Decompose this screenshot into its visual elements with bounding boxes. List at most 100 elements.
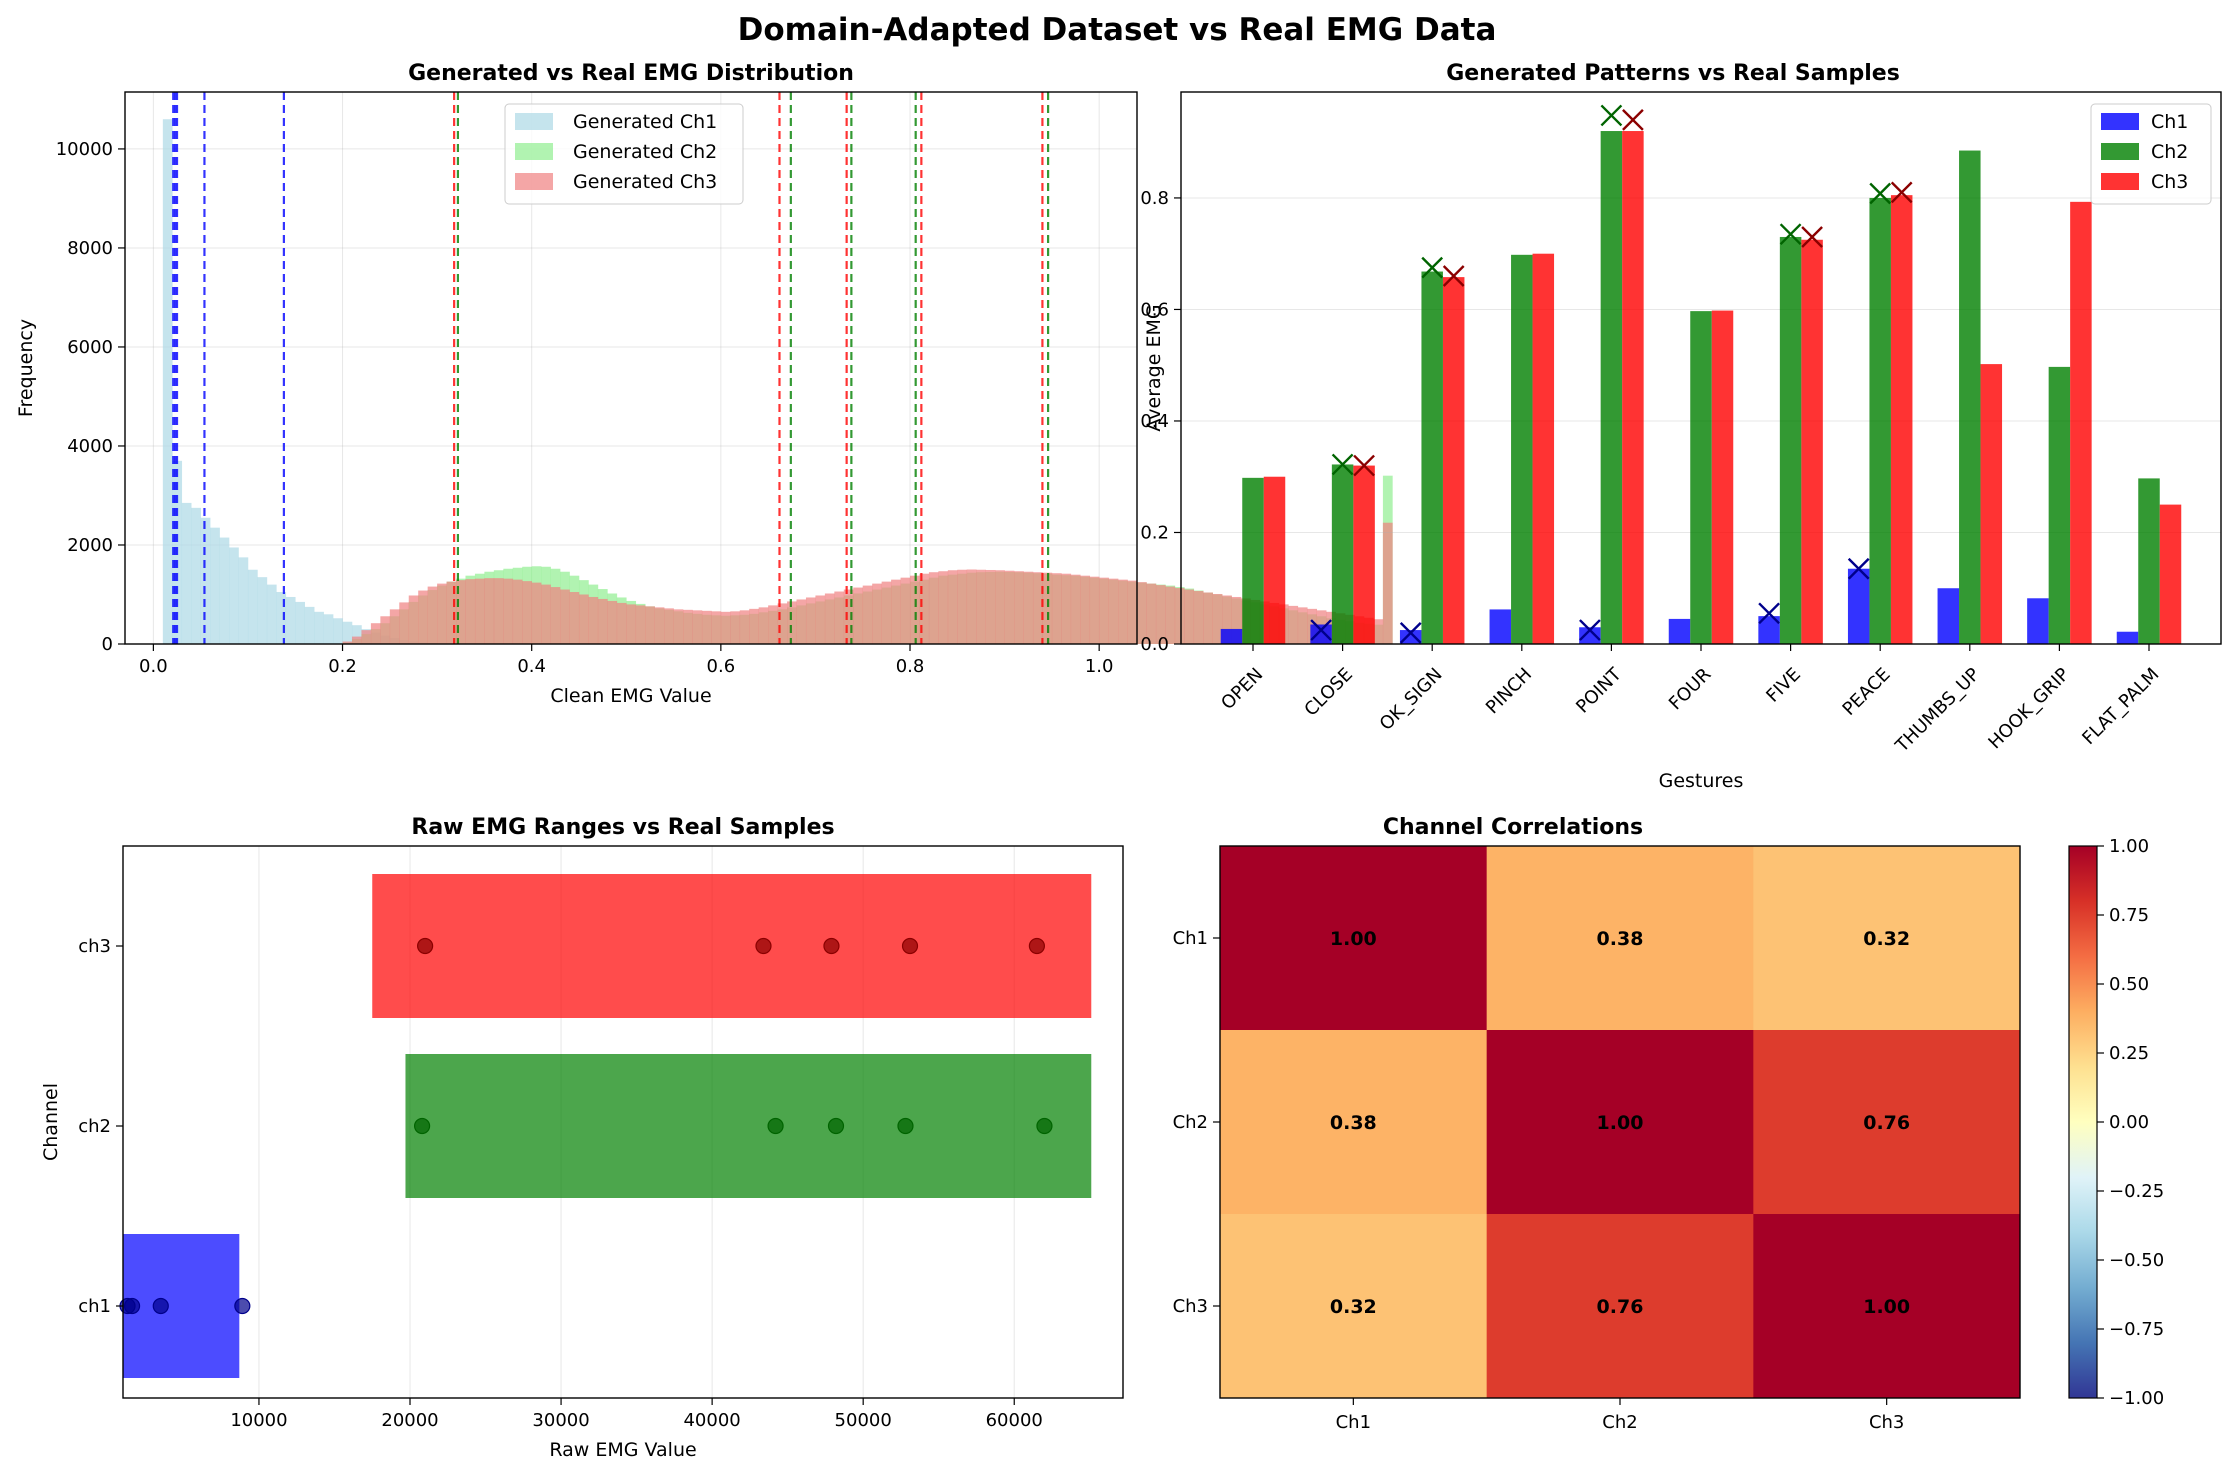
hist-bar-ch1 bbox=[342, 621, 353, 644]
hist-bar-ch3 bbox=[881, 581, 892, 644]
hist-bar-ch3 bbox=[1099, 577, 1109, 644]
real-sample-marker bbox=[1399, 622, 1422, 644]
gesture-bar-ch1 bbox=[1220, 628, 1243, 644]
hist-bar-ch3 bbox=[503, 578, 514, 644]
hist-bar-ch1 bbox=[238, 557, 249, 644]
gesture-bar-ch3 bbox=[1890, 195, 1913, 644]
real-sample-dot-ch3 bbox=[417, 937, 434, 955]
hist-bar-ch3 bbox=[484, 578, 495, 644]
hist-bar-ch3 bbox=[380, 616, 391, 644]
ranges-ytick-label: ch1 bbox=[78, 1296, 111, 1317]
corr-cell-value: 0.38 bbox=[1330, 1112, 1377, 1134]
hist-bar-ch3 bbox=[1023, 571, 1034, 644]
real-sample-dot-ch3 bbox=[901, 937, 919, 955]
hist-bar-ch3 bbox=[730, 611, 741, 644]
hist-bar-ch3 bbox=[787, 601, 797, 644]
real-sample-marker bbox=[1579, 619, 1601, 641]
hist-legend: Generated Ch1 Generated Ch2 Generated Ch… bbox=[504, 103, 744, 205]
hist-bar-ch3 bbox=[1382, 522, 1393, 644]
hist-bar-ch3 bbox=[541, 584, 551, 644]
hist-bar-ch3 bbox=[1297, 607, 1308, 644]
colorbar-tick-label: 0.00 bbox=[2109, 1112, 2149, 1133]
colorbar-tick-label: 0.50 bbox=[2109, 974, 2149, 995]
hist-bar-ch3 bbox=[1080, 575, 1091, 644]
hist-bar-ch3 bbox=[824, 593, 835, 644]
gesture-bar-ch2 bbox=[1421, 271, 1443, 644]
colorbar-ticks: 1.00 0.75 0.50 0.25 0.00 −0.25 −0.50 −0.75 −1.00 bbox=[2097, 836, 2164, 1409]
gestures-xtick-label: HOOK_GRIP bbox=[1984, 664, 2073, 753]
hist-bar-ch1 bbox=[285, 596, 296, 644]
hist-bar-ch3 bbox=[834, 591, 845, 644]
hist-xtick-label: 0.8 bbox=[896, 656, 925, 677]
hist-xtick-label: 1.0 bbox=[1085, 656, 1114, 677]
colorbar-tick-label: −0.75 bbox=[2109, 1319, 2164, 1340]
real-sample-marker bbox=[1801, 226, 1823, 248]
hist-bar-ch3 bbox=[531, 582, 542, 644]
real-sample-dot-ch3 bbox=[755, 937, 772, 955]
legend-swatch-ch2 bbox=[515, 143, 553, 160]
hist-bar-ch3 bbox=[1203, 592, 1213, 644]
gestures-xtick-label: CLOSE bbox=[1300, 664, 1357, 721]
gesture-bar-ch2 bbox=[1511, 254, 1533, 644]
hist-bar-ch3 bbox=[1222, 595, 1232, 644]
hist-bar-ch3 bbox=[966, 569, 977, 644]
hist-bar-ch3 bbox=[995, 570, 1005, 644]
corr-ytick-label: Ch3 bbox=[1173, 1296, 1208, 1317]
legend-swatch-ch1 bbox=[515, 113, 553, 130]
hist-bar-ch3 bbox=[815, 595, 826, 644]
hist-bar-ch3 bbox=[1127, 580, 1138, 644]
hist-bar-ch3 bbox=[1070, 574, 1081, 644]
corr-cell-value: 0.38 bbox=[1597, 928, 1644, 950]
gesture-bar-ch3 bbox=[2159, 504, 2182, 644]
gesture-bar-ch3 bbox=[1711, 310, 1734, 644]
hist-bar-ch3 bbox=[446, 581, 457, 644]
hist-bar-ch3 bbox=[418, 590, 428, 644]
legend-label-ch3: Generated Ch3 bbox=[573, 171, 717, 193]
hist-bar-ch3 bbox=[1155, 585, 1166, 644]
ranges-ytick-label: ch3 bbox=[78, 936, 111, 957]
real-sample-marker bbox=[1779, 223, 1802, 246]
corr-cell-value: 1.00 bbox=[1597, 1112, 1644, 1134]
gestures-ytick-label: 0.6 bbox=[1140, 299, 1169, 320]
hist-panel: Generated vs Real EMG Distribution 0.0 0.… bbox=[15, 61, 1393, 707]
gesture-bar-ch2 bbox=[1242, 477, 1264, 644]
legend-swatch-g-ch2 bbox=[2101, 143, 2139, 160]
gesture-bar-ch1 bbox=[1399, 630, 1422, 644]
hist-bar-ch3 bbox=[1165, 586, 1176, 644]
hist-bar-ch1 bbox=[351, 625, 362, 644]
gestures-xtick-label: OK_SIGN bbox=[1376, 664, 1447, 735]
range-bar-ch2 bbox=[405, 1054, 1092, 1198]
hist-bar-ch3 bbox=[1231, 596, 1242, 644]
hist-bar-ch1 bbox=[210, 527, 220, 644]
corr-cell bbox=[1753, 1214, 2021, 1399]
hist-bar-ch3 bbox=[1193, 591, 1204, 644]
gesture-bar-ch3 bbox=[1980, 364, 2003, 644]
hist-bar-ch3 bbox=[711, 611, 722, 644]
real-sample-dot-ch3 bbox=[1028, 937, 1045, 955]
real-sample-dot-ch2 bbox=[767, 1117, 784, 1135]
real-sample-marker bbox=[1421, 256, 1444, 279]
ranges-xtick-label: 40000 bbox=[683, 1410, 740, 1431]
gesture-bar-ch2 bbox=[1690, 311, 1712, 644]
hist-bar-ch3 bbox=[976, 569, 986, 644]
gesture-bar-ch1 bbox=[2116, 631, 2139, 644]
ranges-xtick-label: 10000 bbox=[230, 1410, 287, 1431]
hist-ytick-label: 10000 bbox=[56, 139, 113, 160]
ranges-frame bbox=[122, 845, 1124, 1399]
hist-bar-ch3 bbox=[616, 602, 627, 644]
real-sample-dot-ch2 bbox=[897, 1117, 914, 1135]
corr-cell bbox=[1486, 1214, 1754, 1399]
real-sample-marker bbox=[1331, 453, 1354, 476]
gestures-xtick-label: FOUR bbox=[1665, 664, 1715, 714]
hist-bar-ch3 bbox=[701, 610, 712, 644]
hist-bar-ch3 bbox=[427, 586, 438, 644]
corr-cell bbox=[1220, 1030, 1488, 1215]
hist-bar-ch3 bbox=[560, 589, 570, 644]
hist-bar-ch3 bbox=[569, 592, 580, 644]
real-sample-marker bbox=[1847, 557, 1870, 580]
gestures-x-axis: OPEN CLOSE OK_SIGN PINCH POINT FOUR FIVE PEACET… bbox=[1217, 644, 2163, 757]
hist-bar-ch3 bbox=[1118, 579, 1128, 644]
hist-bar-ch1 bbox=[191, 507, 201, 644]
hist-bar-ch3 bbox=[654, 607, 665, 644]
legend-swatch-ch3 bbox=[515, 173, 553, 190]
